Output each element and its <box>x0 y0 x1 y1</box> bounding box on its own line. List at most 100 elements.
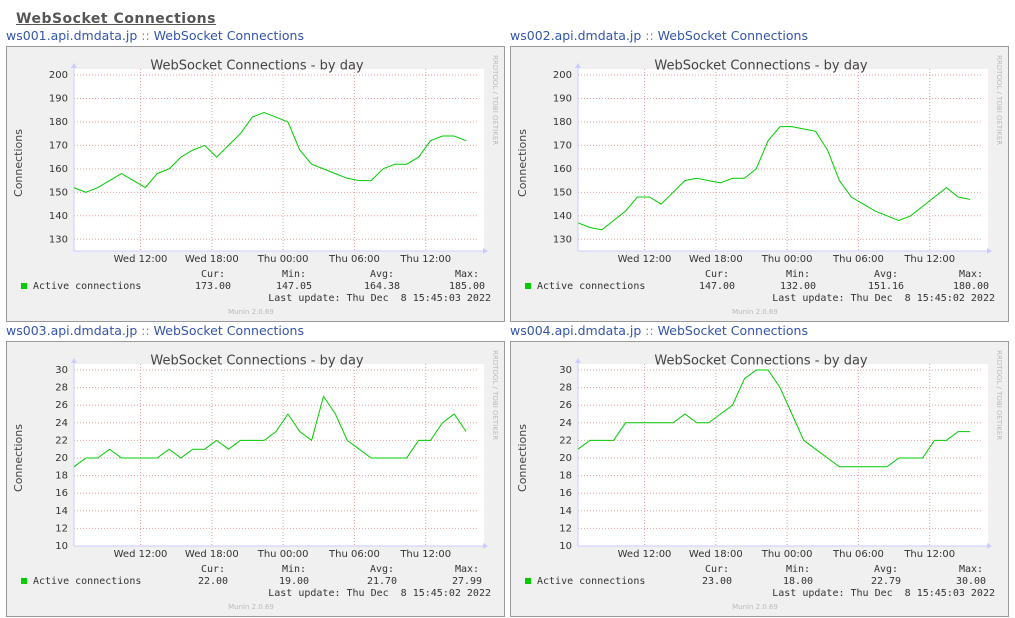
y-tick-label: 20 <box>55 453 68 464</box>
stat-label: Cur: <box>201 269 225 280</box>
stat-label: Max: <box>959 564 983 575</box>
stat-label: Cur: <box>201 564 225 575</box>
y-tick-label: 10 <box>559 541 572 552</box>
host-link[interactable]: ws002.api.dmdata.jp <box>510 28 642 43</box>
separator: :: <box>141 323 150 338</box>
x-tick-label: Thu 06:00 <box>832 254 884 265</box>
stat-value: 22.79 <box>871 576 901 587</box>
y-tick-label: 16 <box>55 488 68 499</box>
stat-value: 132.00 <box>780 281 816 292</box>
y-tick-label: 14 <box>55 506 68 517</box>
x-tick-label: Wed 18:00 <box>185 549 239 560</box>
y-tick-label: 24 <box>55 418 68 429</box>
axis-arrow <box>71 358 77 363</box>
stat-label: Avg: <box>370 269 394 280</box>
legend-label: Active connections <box>33 576 141 587</box>
stat-label: Avg: <box>874 564 898 575</box>
y-tick-label: 30 <box>55 365 68 376</box>
x-tick-label: Thu 12:00 <box>903 549 955 560</box>
graph-panel: ws003.api.dmdata.jp :: WebSocket Connect… <box>6 324 505 617</box>
x-tick-label: Thu 12:00 <box>399 254 451 265</box>
watermark: RRDTOOL / TOBI OETIKER <box>995 55 1003 145</box>
legend-label: Active connections <box>33 281 141 292</box>
y-tick-label: 26 <box>559 400 572 411</box>
y-tick-label: 20 <box>559 453 572 464</box>
legend-swatch <box>525 578 531 584</box>
y-tick-label: 28 <box>55 383 68 394</box>
data-line <box>577 126 971 231</box>
stat-value: 22.00 <box>198 576 228 587</box>
last-update: Last update: Thu Dec 8 15:45:02 2022 <box>268 588 491 599</box>
axis-arrow <box>575 63 581 68</box>
axis-arrow <box>987 248 992 254</box>
chart-title: WebSocket Connections - by day <box>150 59 364 74</box>
stat-label: Cur: <box>705 564 729 575</box>
y-tick-label: 140 <box>553 211 572 222</box>
y-tick-label: 170 <box>49 140 68 151</box>
stat-label: Min: <box>786 564 810 575</box>
plot-area <box>74 364 484 546</box>
host-link[interactable]: ws004.api.dmdata.jp <box>510 323 642 338</box>
x-tick-label: Wed 18:00 <box>689 254 743 265</box>
host-link[interactable]: ws001.api.dmdata.jp <box>6 28 138 43</box>
y-tick-label: 140 <box>49 211 68 222</box>
stat-value: 23.00 <box>702 576 732 587</box>
stat-label: Max: <box>455 269 479 280</box>
data-line <box>73 111 467 193</box>
y-tick-label: 22 <box>559 435 572 446</box>
x-tick-label: Thu 12:00 <box>399 549 451 560</box>
y-tick-label: 28 <box>559 383 572 394</box>
footer: Munin 2.0.69 <box>732 308 778 316</box>
graph-link[interactable]: WebSocket Connections <box>657 323 808 338</box>
watermark: RRDTOOL / TOBI OETIKER <box>491 55 499 145</box>
x-tick-label: Wed 12:00 <box>114 549 168 560</box>
y-tick-label: 18 <box>55 471 68 482</box>
stat-label: Max: <box>455 564 479 575</box>
stat-label: Min: <box>786 269 810 280</box>
y-tick-label: 150 <box>553 187 572 198</box>
graph-link[interactable]: WebSocket Connections <box>657 28 808 43</box>
y-tick-label: 30 <box>559 365 572 376</box>
x-tick-label: Wed 18:00 <box>185 254 239 265</box>
y-tick-label: 22 <box>55 435 68 446</box>
plot-area <box>578 69 988 251</box>
last-update: Last update: Thu Dec 8 15:45:02 2022 <box>772 293 995 304</box>
graph-link[interactable]: WebSocket Connections <box>153 28 304 43</box>
stat-value: 21.70 <box>367 576 397 587</box>
graph-link[interactable]: WebSocket Connections <box>153 323 304 338</box>
legend-label: Active connections <box>537 576 645 587</box>
y-tick-label: 130 <box>553 234 572 245</box>
x-tick-label: Thu 12:00 <box>903 254 955 265</box>
stat-value: 19.00 <box>279 576 309 587</box>
data-line <box>577 369 971 468</box>
footer: Munin 2.0.69 <box>732 603 778 611</box>
y-tick-label: 12 <box>55 523 68 534</box>
stat-label: Avg: <box>874 269 898 280</box>
host-line: ws004.api.dmdata.jp :: WebSocket Connect… <box>510 324 1009 338</box>
y-tick-label: 200 <box>553 70 572 81</box>
stat-value: 30.00 <box>956 576 986 587</box>
stat-label: Cur: <box>705 269 729 280</box>
y-axis-label: Connections <box>516 424 529 492</box>
chart-title: WebSocket Connections - by day <box>654 59 868 74</box>
host-link[interactable]: ws003.api.dmdata.jp <box>6 323 138 338</box>
axis-arrow <box>483 248 488 254</box>
y-tick-label: 14 <box>559 506 572 517</box>
legend-swatch <box>21 578 27 584</box>
x-tick-label: Thu 00:00 <box>761 549 813 560</box>
stat-value: 27.99 <box>452 576 482 587</box>
y-tick-label: 160 <box>553 164 572 175</box>
axis-arrow <box>575 358 581 363</box>
x-tick-label: Wed 12:00 <box>618 254 672 265</box>
legend-label: Active connections <box>537 281 645 292</box>
y-tick-label: 150 <box>49 187 68 198</box>
stat-value: 180.00 <box>953 281 989 292</box>
data-line <box>73 395 467 468</box>
y-tick-label: 130 <box>49 234 68 245</box>
chart: WebSocket Connections - by day Connection… <box>6 341 505 617</box>
page-title: WebSocket Connections <box>16 11 216 27</box>
x-tick-label: Thu 00:00 <box>257 254 309 265</box>
y-tick-label: 160 <box>49 164 68 175</box>
graph-panel: ws004.api.dmdata.jp :: WebSocket Connect… <box>510 324 1009 617</box>
